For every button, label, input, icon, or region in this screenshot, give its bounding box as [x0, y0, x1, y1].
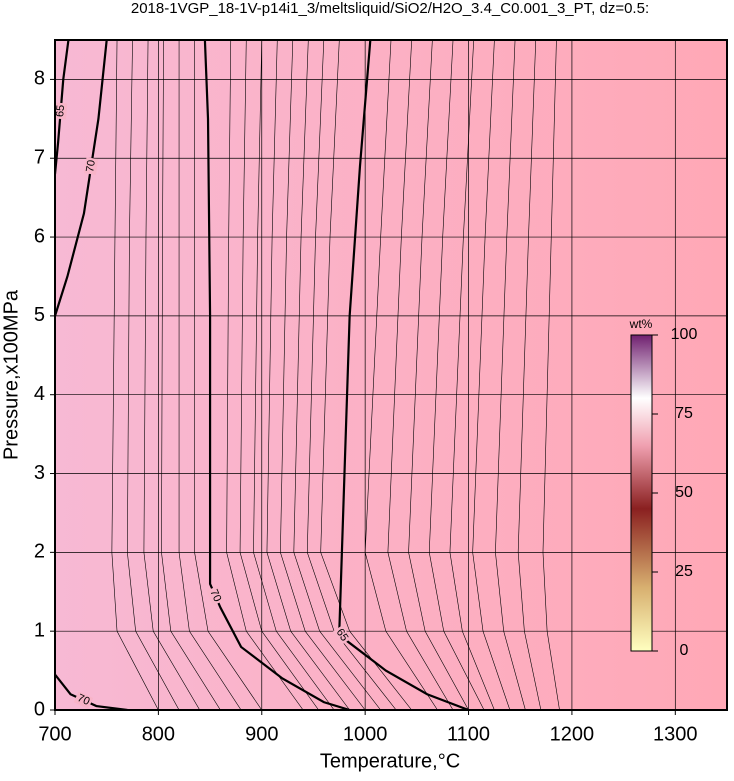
colorbar-tick-label: 0	[680, 642, 689, 659]
contour-label: 70	[207, 588, 223, 604]
colorbar-tick-label: 100	[671, 326, 698, 343]
y-tick-label: 5	[34, 304, 45, 326]
thin-contour	[226, 40, 304, 710]
thin-contour	[472, 40, 511, 710]
colorbar-tick-label: 50	[675, 484, 693, 501]
thin-contour	[449, 40, 495, 710]
contour-label: 70	[75, 692, 91, 708]
plot-background	[55, 40, 727, 710]
bold-contour	[55, 40, 108, 317]
thin-contour	[239, 40, 319, 710]
plot-frame	[54, 39, 728, 711]
x-tick-label: 1300	[653, 723, 698, 745]
bold-contour	[203, 40, 350, 710]
thin-contour	[253, 40, 335, 710]
thin-contour	[517, 40, 542, 710]
thin-contour	[194, 40, 263, 710]
x-axis-label: Temperature,°C	[320, 750, 460, 772]
colorbar-tick-label: 25	[675, 563, 693, 580]
plot-area: 70 65 70 65 70	[54, 40, 727, 710]
contour-label-bg	[73, 691, 94, 709]
thin-contour	[428, 40, 485, 710]
x-tick-label: 1000	[343, 723, 388, 745]
y-tick-label: 2	[34, 541, 45, 563]
contour-label-bg	[55, 102, 68, 120]
y-tick-label: 0	[34, 698, 45, 720]
thin-contour	[306, 40, 397, 710]
colorbar-tick-label: 75	[675, 405, 693, 422]
thin-contour	[542, 40, 560, 710]
y-tick-label: 1	[34, 619, 45, 641]
x-tick-label: 700	[38, 723, 71, 745]
y-tick-label: 7	[34, 147, 45, 169]
thin-contour	[387, 40, 454, 710]
contour-label-bg	[206, 585, 224, 606]
thin-contour	[495, 40, 526, 710]
thin-contour	[293, 40, 381, 710]
contour-label: 70	[84, 159, 98, 173]
y-tick-label: 8	[34, 68, 45, 90]
thin-contour	[127, 40, 180, 710]
contour-label: 65	[54, 104, 67, 117]
thin-contour	[143, 40, 200, 710]
thin-contour	[178, 40, 242, 710]
chart-title: 2018-1VGP_18-1V-p14i1_3/meltsliquid/SiO2…	[131, 0, 649, 17]
thin-contour	[111, 40, 159, 710]
y-tick-label: 6	[34, 225, 45, 247]
thin-contour	[266, 40, 350, 710]
x-tick-label: 800	[142, 723, 175, 745]
x-tick-label: 1200	[550, 723, 595, 745]
thin-contour	[161, 40, 221, 710]
x-tick-label: 1100	[447, 723, 490, 745]
thin-contour	[364, 40, 438, 710]
x-tick-label: 900	[245, 723, 278, 745]
colorbar-label: wt%	[629, 317, 653, 331]
y-axis-label: Pressure,x100MPa	[0, 289, 22, 460]
y-tick-label: 4	[34, 383, 45, 405]
thin-contour	[280, 40, 366, 710]
contour-label-bg	[332, 625, 352, 646]
contour-label-bg	[84, 157, 99, 175]
colorbar	[630, 334, 653, 652]
contour-label: 65	[334, 627, 351, 644]
y-tick-label: 3	[34, 462, 45, 484]
thin-contour	[408, 40, 469, 710]
